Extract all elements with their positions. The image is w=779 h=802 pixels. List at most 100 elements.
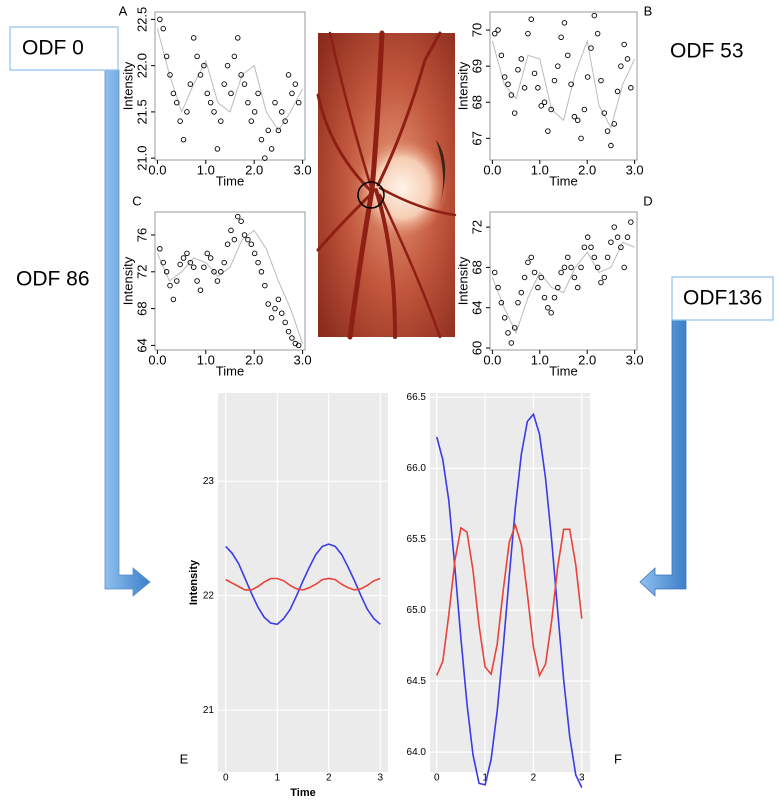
data-point	[221, 81, 227, 87]
data-point	[611, 121, 617, 127]
data-point	[234, 213, 241, 220]
x-tick-label: 3	[377, 773, 383, 784]
data-point	[231, 53, 238, 60]
data-point	[272, 305, 278, 312]
data-point	[614, 88, 621, 95]
data-point	[588, 244, 594, 251]
data-point	[197, 72, 204, 78]
data-point	[157, 16, 163, 23]
y-tick-label: 68	[134, 301, 149, 315]
data-point	[525, 259, 531, 266]
data-point	[187, 259, 194, 266]
data-point	[591, 254, 598, 261]
series-line	[225, 543, 381, 626]
y-tick-label: 21.0	[134, 145, 149, 170]
panel-letter: A	[119, 3, 128, 18]
plot-frame	[154, 11, 306, 161]
data-point	[531, 269, 538, 276]
data-point	[505, 81, 511, 87]
x-tick-label: 1	[274, 773, 280, 784]
data-point	[498, 52, 505, 59]
data-point	[275, 127, 282, 134]
x-axis-label: Time	[216, 173, 244, 188]
data-point	[214, 278, 221, 284]
data-point	[584, 234, 591, 240]
data-point	[285, 328, 292, 335]
data-point	[591, 12, 598, 19]
data-point	[581, 106, 588, 113]
data-point	[224, 62, 231, 69]
data-point	[255, 259, 261, 266]
y-tick-label: 67	[469, 131, 484, 145]
data-point	[228, 90, 234, 97]
y-tick-label: 76	[134, 228, 149, 242]
plot-frame	[489, 11, 638, 161]
data-point	[282, 319, 288, 326]
data-point	[601, 110, 608, 116]
data-point	[561, 264, 568, 271]
y-axis-label: Intensity	[120, 61, 135, 110]
data-point	[515, 299, 521, 306]
data-point	[538, 103, 544, 109]
y-tick-label: 22.0	[134, 53, 149, 78]
data-point	[255, 90, 261, 97]
data-point	[588, 45, 594, 51]
y-tick-label: 21	[203, 705, 215, 716]
data-point	[548, 309, 554, 316]
x-tick-label: 0.0	[483, 162, 501, 177]
data-point	[565, 254, 571, 261]
x-tick-label: 2.0	[578, 162, 596, 177]
data-point	[187, 81, 194, 87]
data-point	[578, 135, 584, 142]
data-point	[508, 340, 515, 346]
data-point	[505, 330, 511, 336]
data-point	[508, 92, 515, 98]
arrow	[104, 69, 151, 597]
y-tick-label: 65.0	[407, 605, 427, 616]
x-tick-label: 0	[223, 773, 229, 784]
panel-letter: F	[614, 751, 622, 766]
data-point	[491, 30, 498, 37]
data-point	[521, 274, 528, 281]
data-point	[531, 70, 538, 77]
data-point	[558, 34, 564, 41]
data-point	[258, 269, 265, 275]
y-tick-label: 23	[203, 476, 215, 487]
y-tick-label: 64.5	[407, 676, 427, 687]
data-point	[608, 239, 614, 245]
data-point	[234, 35, 241, 41]
data-point	[495, 284, 501, 291]
data-point	[628, 219, 634, 225]
data-point	[224, 241, 231, 247]
data-point	[528, 254, 535, 261]
odf-label: ODF136	[683, 287, 762, 310]
data-point	[628, 85, 634, 91]
y-axis-label: Intensity	[188, 559, 200, 605]
data-point	[207, 99, 214, 106]
data-point	[491, 269, 498, 276]
data-point	[275, 296, 282, 303]
y-tick-label: 72	[134, 265, 149, 279]
data-point	[624, 234, 631, 240]
data-point	[289, 90, 295, 97]
data-point	[571, 113, 578, 120]
label-box	[671, 276, 774, 321]
x-tick-label: 0.0	[483, 352, 501, 367]
data-point	[238, 218, 244, 224]
data-point	[535, 284, 541, 291]
data-point	[180, 136, 187, 143]
panel-letter: B	[644, 3, 653, 18]
data-point	[251, 109, 258, 115]
x-tick-label: 2	[326, 773, 332, 784]
x-tick-label: 0	[434, 773, 440, 784]
label-box	[9, 26, 119, 71]
data-point	[515, 67, 521, 73]
data-point	[555, 284, 561, 291]
data-point	[207, 255, 214, 261]
y-tick-label: 66.5	[407, 392, 427, 403]
data-point	[295, 342, 302, 349]
data-point	[170, 90, 177, 97]
series-line	[435, 412, 583, 788]
data-point	[624, 56, 631, 62]
